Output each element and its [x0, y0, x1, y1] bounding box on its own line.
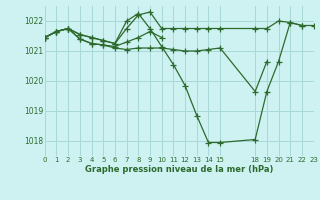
X-axis label: Graphe pression niveau de la mer (hPa): Graphe pression niveau de la mer (hPa) — [85, 165, 273, 174]
